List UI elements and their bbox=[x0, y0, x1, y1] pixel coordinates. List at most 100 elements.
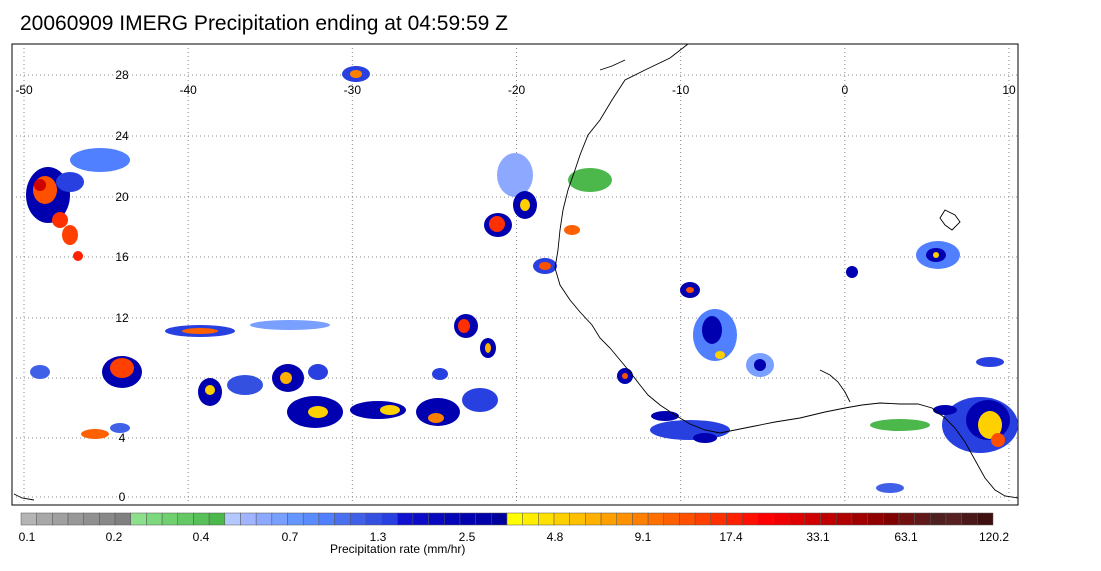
colorbar-tick-label: 0.1 bbox=[18, 530, 36, 544]
precip-cell bbox=[485, 343, 491, 353]
coastline-west-africa bbox=[554, 43, 1019, 499]
precip-cell bbox=[702, 316, 722, 344]
lon-label: 0 bbox=[841, 83, 848, 97]
precip-cell bbox=[933, 405, 957, 415]
precip-cell bbox=[416, 398, 460, 426]
precip-cell bbox=[110, 423, 130, 433]
colorbar-tick-label: 33.1 bbox=[806, 530, 830, 544]
colorbar-swatch bbox=[804, 512, 821, 526]
colorbar-swatch bbox=[459, 512, 476, 526]
map-frame bbox=[11, 43, 1019, 506]
colorbar-swatch bbox=[271, 512, 288, 526]
colorbar-swatch bbox=[83, 512, 100, 526]
precip-cell bbox=[34, 179, 46, 191]
colorbar-swatch bbox=[914, 512, 931, 526]
lat-label: 20 bbox=[115, 190, 129, 204]
colorbar-swatch bbox=[67, 512, 84, 526]
precip-cell bbox=[489, 216, 505, 232]
colorbar-swatch bbox=[600, 512, 617, 526]
lat-label: 24 bbox=[115, 129, 129, 143]
precip-cell bbox=[110, 358, 134, 378]
colorbar-swatch bbox=[788, 512, 806, 526]
precip-cell bbox=[462, 388, 498, 412]
colorbar-swatch bbox=[820, 512, 837, 526]
coastline-island bbox=[13, 493, 35, 501]
precip-cell bbox=[350, 70, 362, 78]
precip-cell bbox=[650, 420, 730, 440]
colorbar-swatch bbox=[52, 512, 69, 526]
colorbar-swatch bbox=[835, 512, 853, 526]
map-title: 20060909 IMERG Precipitation ending at 0… bbox=[20, 12, 508, 35]
precip-cell bbox=[870, 419, 930, 431]
lon-label: 10 bbox=[1002, 83, 1016, 97]
lat-label: 4 bbox=[119, 431, 126, 445]
precip-cell bbox=[686, 287, 694, 293]
colorbar-swatch bbox=[585, 512, 602, 526]
colorbar-swatch bbox=[694, 512, 712, 526]
colorbar-swatch bbox=[193, 512, 210, 526]
colorbar-tick-label: 120.2 bbox=[978, 530, 1010, 544]
colorbar-swatch bbox=[741, 512, 759, 526]
colorbar-swatch bbox=[365, 512, 382, 526]
colorbar-swatch bbox=[710, 512, 727, 526]
colorbar-swatch bbox=[146, 512, 163, 526]
colorbar-swatch bbox=[522, 512, 539, 526]
precip-cell bbox=[62, 225, 78, 245]
colorbar-swatch bbox=[632, 512, 649, 526]
colorbar-swatch bbox=[161, 512, 179, 526]
colorbar-swatch bbox=[647, 512, 665, 526]
colorbar-tick-label: 4.8 bbox=[546, 530, 564, 544]
coastline-sahara-lakes bbox=[939, 209, 961, 231]
colorbar-tick-label: 63.1 bbox=[894, 530, 918, 544]
lon-label: -20 bbox=[508, 83, 526, 97]
graticule: -50-40-30-20-100102824201612840 bbox=[12, 44, 1018, 505]
colorbar-swatch bbox=[898, 512, 915, 526]
colorbar-tick-label: 17.4 bbox=[719, 530, 743, 544]
precipitation-field bbox=[26, 66, 1018, 493]
colorbar-tick-label: 2.5 bbox=[458, 530, 476, 544]
lat-label: 16 bbox=[115, 250, 129, 264]
colorbar-swatch bbox=[773, 512, 790, 526]
colorbar-swatch bbox=[945, 512, 962, 526]
precip-cell bbox=[933, 252, 939, 258]
colorbar-tick-label: 9.1 bbox=[634, 530, 652, 544]
precip-cell bbox=[651, 411, 679, 421]
colorbar bbox=[20, 512, 994, 526]
coastline bbox=[13, 43, 1019, 501]
precip-cell bbox=[876, 483, 904, 493]
precip-cell bbox=[693, 433, 717, 443]
precip-cell bbox=[458, 319, 470, 333]
precip-cell bbox=[56, 172, 84, 192]
colorbar-swatch bbox=[679, 512, 696, 526]
precip-cell bbox=[539, 262, 551, 270]
colorbar-swatch bbox=[99, 512, 116, 526]
precip-cell bbox=[182, 328, 218, 334]
colorbar-swatch bbox=[397, 512, 414, 526]
colorbar-swatch bbox=[930, 512, 947, 526]
colorbar-swatch bbox=[318, 512, 335, 526]
colorbar-swatch bbox=[851, 512, 868, 526]
colorbar-swatch bbox=[287, 512, 304, 526]
colorbar-swatch bbox=[428, 512, 445, 526]
lon-label: -40 bbox=[179, 83, 197, 97]
precip-cell bbox=[976, 357, 1004, 367]
precip-cell bbox=[846, 266, 858, 278]
colorbar-swatch bbox=[475, 512, 492, 526]
precip-cell bbox=[81, 429, 109, 439]
lat-label: 28 bbox=[115, 68, 129, 82]
colorbar-swatch bbox=[349, 512, 367, 526]
precip-cell bbox=[70, 148, 130, 172]
precip-cell bbox=[568, 168, 612, 192]
coastline-north-coast bbox=[599, 59, 626, 71]
colorbar-swatch bbox=[444, 512, 461, 526]
precip-cell bbox=[754, 359, 766, 371]
colorbar-swatch bbox=[726, 512, 743, 526]
colorbar-tick-label: 0.7 bbox=[281, 530, 299, 544]
precip-cell bbox=[380, 405, 400, 415]
colorbar-swatch bbox=[130, 512, 147, 526]
colorbar-swatch bbox=[538, 512, 555, 526]
colorbar-swatch bbox=[20, 512, 37, 526]
colorbar-tick-label: 0.4 bbox=[192, 530, 210, 544]
precip-cell bbox=[428, 413, 444, 423]
